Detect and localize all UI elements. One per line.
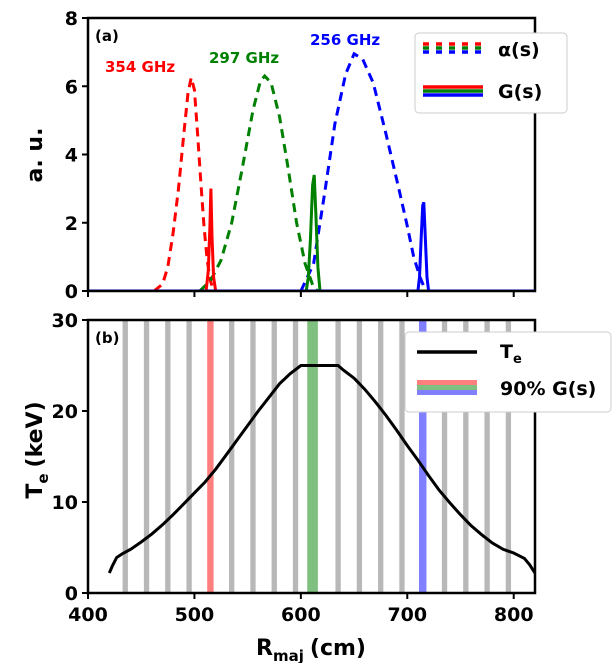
channel-band: [143, 320, 150, 593]
legend-90g-swatch: [417, 380, 477, 395]
channel-band: [463, 320, 469, 593]
panel-b-xlabel: Rmaj (cm): [256, 636, 366, 663]
a-ytick-label: 6: [65, 76, 78, 98]
channel-band: [292, 320, 299, 593]
b-xtick-label: 400: [68, 604, 108, 626]
legend-te-sub: e: [513, 352, 522, 367]
ylabel-sub: e: [34, 473, 52, 483]
channel-band: [271, 320, 277, 593]
legend-g-label: G(s): [498, 81, 542, 103]
te-curve: [107, 364, 535, 574]
b-ytick-label: 10: [52, 492, 78, 514]
alpha-curve-blue: [299, 51, 430, 291]
channel-band: [335, 320, 341, 593]
channel-band: [122, 320, 128, 593]
g-curve-green: [88, 174, 535, 291]
a-ytick-label: 0: [65, 281, 78, 303]
g-curve-red: [88, 188, 535, 291]
b-xtick-label: 600: [281, 604, 321, 626]
a-ytick-label: 4: [65, 145, 78, 167]
xlabel-sub: maj: [273, 647, 304, 663]
alpha-curve-green: [198, 73, 319, 291]
b-ytick-label: 20: [52, 401, 78, 423]
channel-band: [250, 320, 256, 593]
xlabel-main: R: [256, 636, 273, 661]
ylabel-unit: (keV): [23, 401, 48, 467]
g90-band-red: [207, 320, 214, 593]
g90-band-blue: [418, 320, 427, 593]
a-ytick-label: 8: [65, 8, 78, 30]
channel-band: [165, 320, 171, 593]
legend-90g-label: 90% G(s): [500, 378, 596, 400]
legend-alpha-swatch: [423, 42, 483, 54]
legend-g-swatch: [423, 85, 483, 97]
channel-band: [378, 320, 384, 593]
a-ytick-label: 2: [65, 213, 78, 235]
channel-band: [229, 320, 235, 593]
channel-band: [399, 320, 405, 593]
panel-b-legend: Te 90% G(s): [404, 331, 612, 413]
xlabel-unit: (cm): [310, 636, 366, 661]
annotation-297-ghz: 297 GHz: [209, 49, 279, 67]
legend-alpha-label: α(s): [498, 39, 540, 61]
annotation-256-ghz: 256 GHz: [310, 31, 380, 49]
g90-band-green: [307, 320, 318, 593]
legend-te-label: Te: [500, 341, 522, 367]
panel-a-ylabel: a. u.: [23, 128, 48, 183]
alpha-curve-red: [153, 77, 216, 291]
channel-band: [484, 320, 490, 593]
annotation-354-ghz: 354 GHz: [105, 58, 175, 76]
b-ytick-label: 30: [52, 310, 78, 332]
legend-te-main: T: [500, 341, 513, 363]
g-curve-blue: [88, 201, 535, 291]
panel-b-ylabel: Te (keV): [23, 401, 52, 498]
panel-b-label: (b): [95, 329, 119, 347]
b-xtick-label: 500: [175, 604, 215, 626]
b-xtick-label: 800: [494, 604, 534, 626]
channel-band: [356, 320, 363, 593]
channel-band: [441, 320, 448, 593]
ylabel-main: T: [23, 484, 48, 499]
panel-b-frame: [86, 318, 537, 595]
panel-a-legend: α(s) G(s): [414, 32, 568, 114]
panel-a-label: (a): [95, 27, 119, 45]
panel-b: 0 10 20 30 400 500 600 700 800 (b) Te (keV) Rmaj…: [23, 310, 612, 663]
channel-band: [186, 320, 192, 593]
b-ytick-label: 0: [65, 583, 78, 605]
b-xtick-label: 700: [387, 604, 427, 626]
channel-band: [505, 320, 512, 593]
